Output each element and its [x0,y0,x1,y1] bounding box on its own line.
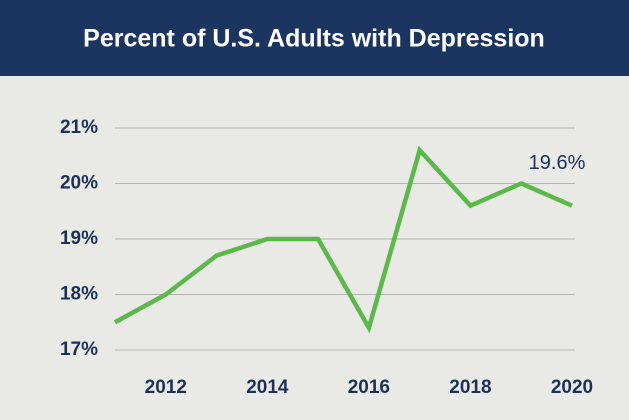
x-tick-label: 2014 [246,377,289,398]
data-line [113,145,573,334]
annotation: 19.6% [529,152,586,174]
y-tick-label: 20% [60,173,98,194]
x-tick-label: 2020 [551,377,593,398]
y-tick-label: 18% [60,284,98,305]
x-tick-label: 2016 [348,377,390,398]
y-tick-label: 21% [60,117,98,138]
header [0,0,629,76]
chart-title: Percent of U.S. Adults with Depression [83,25,545,53]
x-tick-label: 2012 [145,377,187,398]
y-tick-label: 17% [60,339,98,360]
x-tick-label: 2018 [449,377,491,398]
y-tick-label: 19% [60,228,98,249]
